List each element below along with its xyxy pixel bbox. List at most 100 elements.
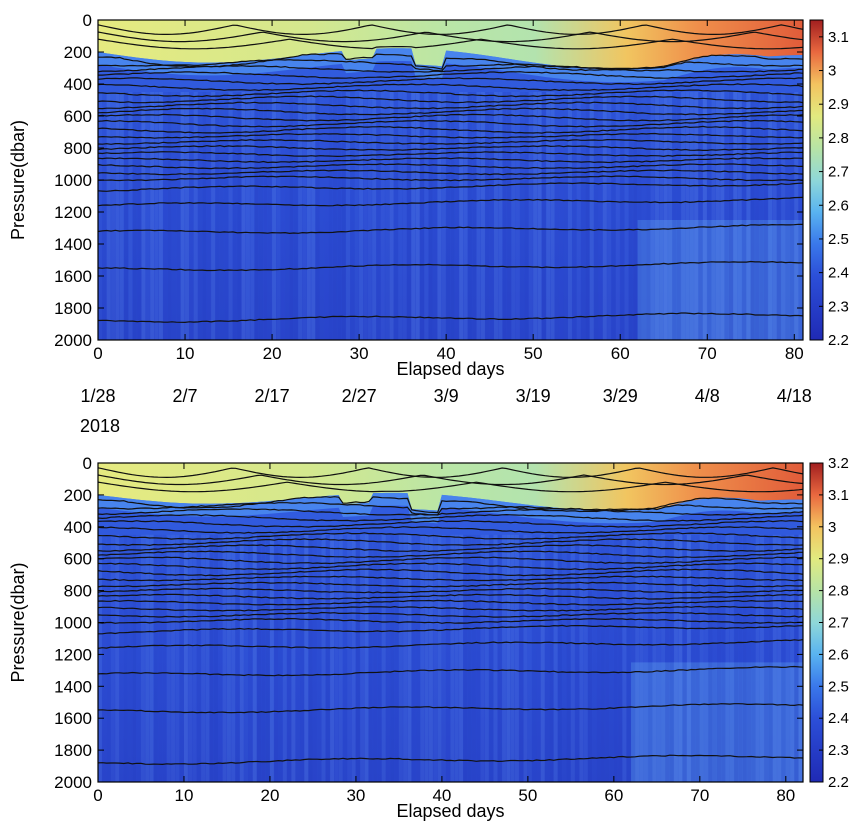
contour-line <box>97 508 804 516</box>
date-label: 3/9 <box>434 386 459 406</box>
heatmap-column <box>328 92 333 340</box>
heatmap-column <box>179 534 184 782</box>
contour-line <box>97 151 804 158</box>
contour-line <box>97 223 804 235</box>
heatmap-column <box>532 534 537 782</box>
heatmap-column <box>293 92 298 340</box>
heatmap-column <box>484 534 489 782</box>
heatmap-column <box>304 534 309 782</box>
heatmap-column <box>476 92 481 340</box>
heatmap-columns <box>98 92 803 340</box>
heatmap-column <box>376 92 381 340</box>
contour-lines <box>97 467 804 766</box>
colorbar-tick-label: 2.7 <box>828 164 849 181</box>
heatmap-column <box>498 92 503 340</box>
heatmap-column <box>763 92 768 340</box>
heatmap-column <box>528 92 533 340</box>
heatmap-column <box>188 534 193 782</box>
heatmap-column <box>674 534 678 782</box>
y-tick-label: 1600 <box>54 267 92 286</box>
heatmap-column <box>549 534 554 782</box>
heatmap-column <box>622 534 627 782</box>
x-tick-label: 30 <box>350 344 369 363</box>
heatmap-column <box>785 534 790 782</box>
heatmap-column <box>698 92 703 340</box>
contour-line <box>97 581 804 588</box>
heatmap-column <box>341 92 346 340</box>
colorbar-tick-label: 2.7 <box>828 615 849 632</box>
colorbar-tick-label: 2.4 <box>828 710 849 727</box>
heatmap-column <box>287 534 292 782</box>
y-tick-label: 600 <box>64 107 92 126</box>
y-tick-label: 600 <box>64 550 92 569</box>
heatmap-column <box>618 534 623 782</box>
heatmap-column <box>655 92 659 340</box>
y-tick-label: 1200 <box>54 645 92 664</box>
heatmap-column <box>454 534 459 782</box>
heatmap-column <box>480 92 485 340</box>
contour-line <box>97 520 804 528</box>
heatmap-column <box>372 92 377 340</box>
heatmap-column <box>613 534 618 782</box>
heatmap-column <box>729 534 734 782</box>
heatmap-column <box>746 92 751 340</box>
heatmap-column <box>794 534 799 782</box>
heatmap-column <box>751 534 756 782</box>
y-tick-label: 400 <box>64 75 92 94</box>
heatmap-column <box>641 92 646 340</box>
heatmap-column <box>725 534 730 782</box>
heatmap-column <box>360 534 365 782</box>
heatmap-column <box>772 92 777 340</box>
heatmap-column <box>149 534 154 782</box>
heatmap-column <box>676 92 681 340</box>
contour-line <box>97 59 804 72</box>
contour-line <box>98 71 804 79</box>
heatmap-column <box>733 92 738 340</box>
heatmap-column <box>507 92 512 340</box>
heatmap-column <box>537 92 542 340</box>
heatmap-column <box>781 92 786 340</box>
heatmap-column <box>196 534 201 782</box>
heatmap-column <box>145 534 150 782</box>
heatmap-column <box>180 92 185 340</box>
heatmap-column <box>589 92 594 340</box>
heatmap-column <box>393 92 398 340</box>
heatmap-column <box>386 534 390 782</box>
x-tick-label: 60 <box>604 786 623 805</box>
date-label: 2/17 <box>255 386 290 406</box>
contour-line <box>97 575 804 582</box>
heatmap-column <box>480 534 485 782</box>
heatmap-column <box>472 92 477 340</box>
heatmap-column <box>707 92 712 340</box>
contour-line <box>97 568 804 577</box>
heatmap-column <box>153 534 158 782</box>
heatmap-column <box>163 92 168 340</box>
heatmap-column <box>416 534 421 782</box>
heatmap-column <box>285 92 290 340</box>
heatmap-column <box>315 92 320 340</box>
heatmap-column <box>111 92 116 340</box>
heatmap-column <box>171 534 175 782</box>
heatmap-column <box>794 92 799 340</box>
heatmap-column <box>308 534 313 782</box>
colorbar-tick-label: 2.2 <box>828 774 849 791</box>
heatmap-column <box>750 92 755 340</box>
heatmap-column <box>102 92 107 340</box>
heatmap-column <box>263 92 268 340</box>
x-axis-title: Elapsed days <box>396 801 504 821</box>
y-tick-label: 1200 <box>54 203 92 222</box>
heatmap-column <box>760 534 764 782</box>
contour-line <box>97 481 804 493</box>
heatmap-column <box>672 92 677 340</box>
heatmap-column <box>115 92 120 340</box>
heatmap-column <box>338 534 343 782</box>
heatmap-column <box>755 92 760 340</box>
heatmap-column <box>585 92 590 340</box>
heatmap-column <box>702 92 707 340</box>
heatmap-column <box>359 92 364 340</box>
heatmap-column <box>141 92 146 340</box>
heatmap-column <box>280 92 285 340</box>
heatmap-column <box>789 92 794 340</box>
heatmap-column <box>708 534 713 782</box>
date-label: 4/8 <box>695 386 720 406</box>
